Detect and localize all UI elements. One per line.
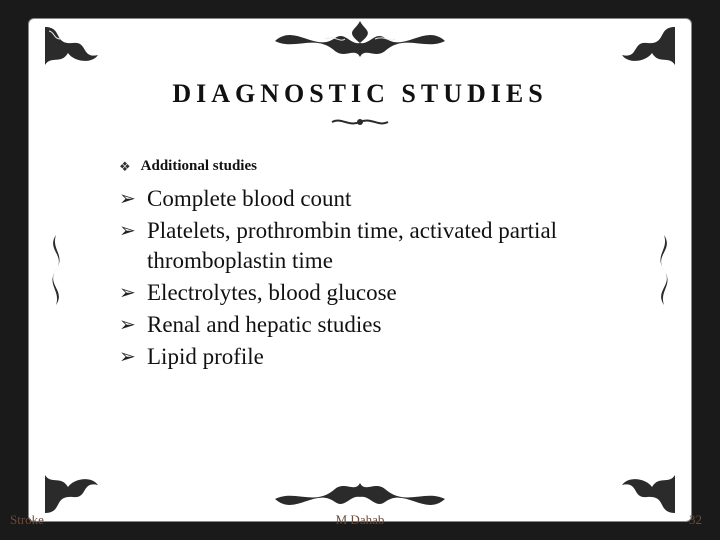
slide-title: DIAGNOSTIC STUDIES (99, 79, 621, 109)
list-item: ➢ Lipid profile (119, 342, 621, 372)
content-area: DIAGNOSTIC STUDIES ❖ Additional studies … (99, 79, 621, 471)
side-ornament-icon (649, 230, 679, 310)
slide-footer: Stroke M Dahab 32 (0, 512, 720, 532)
list-item: ➢ Complete blood count (119, 184, 621, 214)
arrow-bullet-icon: ➢ (119, 342, 147, 370)
slide-card: DIAGNOSTIC STUDIES ❖ Additional studies … (28, 18, 692, 522)
list-item-text: Lipid profile (147, 342, 621, 372)
corner-flourish-icon (43, 25, 123, 85)
footer-page-number: 32 (689, 512, 702, 528)
arrow-bullet-icon: ➢ (119, 184, 147, 212)
footer-left: Stroke (10, 512, 44, 528)
corner-flourish-icon (597, 25, 677, 85)
list-item-text: Renal and hepatic studies (147, 310, 621, 340)
subheading-row: ❖ Additional studies (119, 158, 621, 176)
diamond-bullet-icon: ❖ (119, 158, 131, 176)
arrow-bullet-icon: ➢ (119, 310, 147, 338)
list-item: ➢ Platelets, prothrombin time, activated… (119, 216, 621, 276)
study-list: ➢ Complete blood count ➢ Platelets, prot… (119, 184, 621, 371)
list-item: ➢ Electrolytes, blood glucose (119, 278, 621, 308)
list-item-text: Electrolytes, blood glucose (147, 278, 621, 308)
side-ornament-icon (41, 230, 71, 310)
arrow-bullet-icon: ➢ (119, 216, 147, 244)
top-ornament-icon (265, 13, 455, 73)
footer-center: M Dahab (336, 512, 385, 528)
subheading-text: Additional studies (141, 158, 257, 175)
list-item: ➢ Renal and hepatic studies (119, 310, 621, 340)
list-item-text: Platelets, prothrombin time, activated p… (147, 216, 621, 276)
title-divider-icon (99, 115, 621, 134)
arrow-bullet-icon: ➢ (119, 278, 147, 306)
list-item-text: Complete blood count (147, 184, 621, 214)
